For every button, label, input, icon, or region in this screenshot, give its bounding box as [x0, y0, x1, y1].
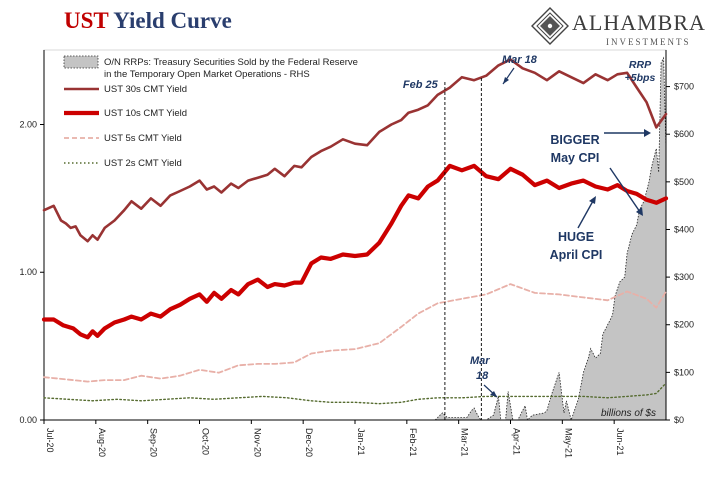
legend-swatch-rrp	[63, 55, 99, 69]
axes-layer: 0.00 1.00 2.00 $0 $100 $200 $300 $400 $500 $600 $7…	[19, 49, 694, 458]
april-cpi-arrowhead	[589, 196, 596, 204]
brand-name: ALHAMBRA	[572, 10, 705, 35]
yield-lines-layer	[41, 58, 669, 405]
chart-title: UST Yield Curve	[64, 8, 232, 34]
mar18-arrowhead	[503, 77, 509, 84]
annotation-layer: Feb 25 Mar 18 Mar 18 RRP+5bps BIGGER May CPI HU…	[403, 54, 656, 420]
x-tick-label: Dec-20	[304, 428, 314, 457]
mar18-top-label: Mar 18	[502, 54, 538, 66]
legend-label-ust5: UST 5s CMT Yield	[104, 133, 182, 144]
legend-label-rrp-line1: O/N RRPs: Treasury Securities Sold by th…	[104, 57, 358, 68]
right-tick-label: $300	[674, 272, 694, 282]
ust5-line	[43, 283, 667, 383]
right-tick-label: $100	[674, 367, 694, 377]
mar18-lower-label-1: Mar	[470, 355, 490, 367]
right-tick-label: $700	[674, 82, 694, 92]
bigger-callout: BIGGER	[550, 133, 599, 147]
right-tick-label: $200	[674, 320, 694, 330]
x-tick-label: Oct-20	[201, 428, 211, 455]
feb25-label: Feb 25	[403, 79, 439, 91]
ust2-line	[43, 382, 667, 405]
units-note: billions of $s	[601, 408, 656, 419]
title-yield-curve: Yield Curve	[113, 8, 232, 33]
huge-callout: HUGE	[558, 230, 594, 244]
brand-sub: INVESTMENTS	[606, 37, 691, 47]
mar18-lower-arrowhead	[490, 391, 497, 397]
legend-label-ust10: UST 10s CMT Yield	[104, 108, 187, 119]
x-tick-label: Jun-21	[615, 428, 625, 456]
x-tick-label: Sep-20	[149, 428, 159, 457]
x-tick-label: Mar-21	[460, 428, 470, 457]
april-cpi-arrow	[577, 200, 594, 229]
right-tick-label: $400	[674, 224, 694, 234]
left-tick-label: 1.00	[19, 267, 37, 277]
x-tick-label: Feb-21	[408, 428, 418, 457]
april-cpi-callout: April CPI	[550, 248, 603, 262]
x-tick-label: Aug-20	[97, 428, 107, 457]
alhambra-emblem-icon	[531, 7, 569, 45]
may-cpi-arrowhead	[644, 129, 651, 137]
x-tick-label: May-21	[563, 428, 573, 458]
x-tick-label: Apr-21	[512, 428, 522, 455]
may-cpi-arrow-2	[609, 167, 641, 213]
x-tick-label: Jul-20	[45, 428, 55, 453]
may-cpi-arrowhead-2	[636, 207, 643, 216]
legend-label-rrp-line2: in the Temporary Open Market Operations …	[104, 69, 310, 80]
ust30-line	[42, 58, 668, 243]
left-tick-label: 0.00	[19, 415, 37, 425]
may-cpi-callout: May CPI	[551, 151, 600, 165]
rrp-label: RRP	[629, 59, 652, 71]
x-tick-label: Jan-21	[356, 428, 366, 456]
ust10-line	[41, 163, 669, 340]
legend-label-ust2: UST 2s CMT Yield	[104, 158, 182, 169]
x-tick-label: Nov-20	[252, 428, 262, 457]
legend: O/N RRPs: Treasury Securities Sold by th…	[63, 55, 358, 169]
legend-label-ust30: UST 30s CMT Yield	[104, 84, 187, 95]
rrp-bps-label: +5bps	[625, 72, 656, 84]
mar18-lower-label-2: 18	[476, 370, 489, 382]
title-ust: UST	[64, 8, 109, 33]
right-tick-label: $500	[674, 177, 694, 187]
left-tick-label: 2.00	[19, 119, 37, 129]
right-tick-label: $600	[674, 129, 694, 139]
brand-logo: ALHAMBRA INVESTMENTS	[530, 6, 705, 50]
right-tick-label: $0	[674, 415, 684, 425]
